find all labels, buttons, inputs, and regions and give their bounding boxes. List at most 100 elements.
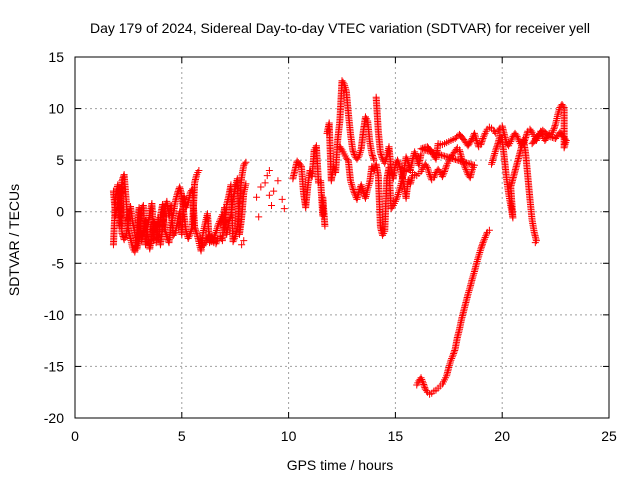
x-axis-label: GPS time / hours — [287, 457, 394, 473]
data-point — [412, 151, 420, 159]
y-axis-label: SDTVAR / TECUs — [6, 184, 22, 296]
data-point — [507, 138, 515, 146]
data-point — [186, 229, 194, 237]
x-tick-label: 0 — [71, 428, 79, 444]
data-point — [441, 166, 449, 174]
data-point — [191, 223, 199, 231]
data-point — [209, 236, 217, 244]
data-point — [394, 156, 402, 164]
data-point — [417, 374, 425, 382]
y-tick-label: 0 — [56, 204, 64, 220]
data-point — [339, 78, 347, 86]
data-point — [442, 163, 450, 171]
data-point — [551, 123, 559, 131]
data-point — [341, 83, 349, 91]
data-point — [395, 161, 403, 169]
data-point — [208, 232, 216, 240]
data-point — [462, 165, 470, 173]
data-point — [446, 360, 454, 368]
data-point — [365, 180, 373, 188]
data-point — [476, 248, 484, 256]
data-point — [469, 271, 477, 279]
data-point — [358, 185, 366, 193]
data-point — [349, 186, 357, 194]
data-point — [370, 156, 378, 164]
data-point — [431, 170, 439, 178]
data-point — [559, 102, 567, 110]
data-point — [396, 185, 404, 193]
data-point — [412, 153, 420, 161]
data-point — [425, 167, 433, 175]
data-point — [417, 145, 425, 153]
data-points — [109, 77, 570, 398]
data-point — [395, 159, 403, 167]
data-point — [552, 134, 560, 142]
data-point — [411, 148, 419, 156]
data-point — [560, 144, 568, 152]
data-point — [464, 290, 472, 298]
data-point — [479, 239, 487, 247]
data-point — [466, 139, 474, 147]
data-point — [347, 177, 355, 185]
data-point — [482, 232, 490, 240]
data-point — [465, 287, 473, 295]
data-point — [550, 125, 558, 133]
data-point — [402, 153, 410, 161]
data-point — [183, 202, 191, 210]
data-point — [449, 351, 457, 359]
data-point — [377, 150, 385, 158]
data-point — [431, 172, 439, 180]
data-point — [195, 166, 203, 174]
data-point — [441, 167, 449, 175]
y-tick-label: -5 — [52, 255, 65, 271]
data-point — [475, 250, 483, 258]
data-point — [474, 140, 482, 148]
data-point — [192, 226, 200, 234]
data-point — [296, 161, 304, 169]
data-point — [420, 380, 428, 388]
data-point — [478, 242, 486, 250]
data-point — [547, 133, 555, 141]
data-point — [491, 148, 499, 156]
data-point — [490, 153, 498, 161]
data-point — [423, 163, 431, 171]
data-point — [429, 149, 437, 157]
data-point — [523, 130, 531, 138]
y-tick-label: 10 — [48, 101, 64, 117]
data-point — [479, 134, 487, 142]
data-point — [242, 158, 250, 166]
data-point — [440, 169, 448, 177]
data-point — [474, 256, 482, 264]
data-point — [418, 375, 426, 383]
data-point — [376, 149, 384, 157]
data-point — [280, 205, 288, 213]
data-point — [357, 147, 365, 155]
data-point — [554, 111, 562, 119]
data-point — [348, 182, 356, 190]
x-tick-label: 25 — [601, 428, 617, 444]
data-point — [445, 363, 453, 371]
data-point — [477, 139, 485, 147]
data-point — [212, 240, 220, 248]
data-point — [397, 181, 405, 189]
data-point — [253, 193, 261, 201]
data-point — [241, 160, 249, 168]
data-point — [448, 355, 456, 363]
data-point — [465, 140, 473, 148]
data-point — [485, 226, 493, 234]
data-point — [364, 185, 372, 193]
data-point — [492, 146, 500, 154]
data-point — [473, 138, 481, 146]
data-point — [354, 154, 362, 162]
data-point — [230, 236, 238, 244]
data-point — [357, 181, 365, 189]
data-point — [490, 151, 498, 159]
data-point — [358, 183, 366, 191]
data-point — [368, 152, 376, 160]
data-point — [562, 138, 570, 146]
data-point — [364, 183, 372, 191]
data-point — [270, 187, 278, 195]
data-point — [342, 85, 350, 93]
data-point — [213, 227, 221, 235]
